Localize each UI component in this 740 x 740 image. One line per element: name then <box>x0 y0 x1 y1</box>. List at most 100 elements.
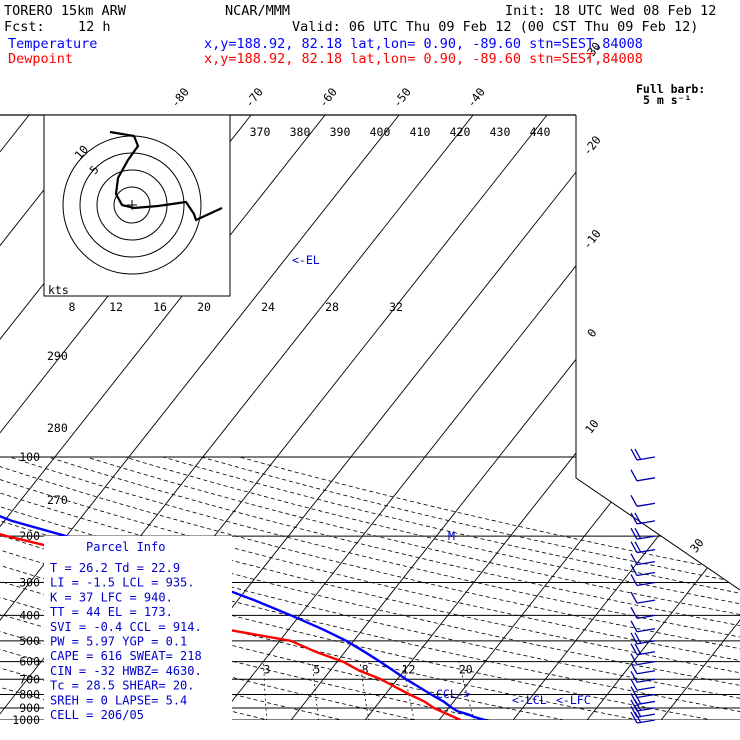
dry-adiabat-line <box>0 456 592 720</box>
wind-barb-flag <box>630 711 638 724</box>
wind-barb <box>636 477 656 482</box>
model-title: TORERO 15km ARW <box>4 3 127 19</box>
isotherm-label: -20 <box>580 133 604 158</box>
wind-barb-flag <box>630 643 638 656</box>
parcel-info-row: PW = 5.97 YGP = 0.1 <box>50 635 187 649</box>
dry-adiabat-line <box>47 456 740 720</box>
mixing-ratio-label: 8 <box>362 662 369 676</box>
wind-barb-flag <box>634 705 642 718</box>
wind-barb-flag <box>630 670 638 683</box>
wind-barb-flag <box>634 711 642 724</box>
theta-e-label: 24 <box>261 300 275 314</box>
wind-barb-flag <box>634 512 642 525</box>
theta-label: 410 <box>410 125 431 139</box>
pressure-tick-label: 700 <box>19 672 40 686</box>
dry-adiabat-line <box>0 456 740 720</box>
theta-label: 440 <box>530 125 551 139</box>
isotherm-line <box>586 115 740 720</box>
wind-barb <box>636 693 656 699</box>
parcel-info-row: SREH = 0 LAPSE= 5.4 <box>50 693 187 707</box>
wind-barb-flag <box>630 564 638 576</box>
pressure-tick-label: 1000 <box>12 713 40 727</box>
dry-adiabat-line <box>201 456 740 720</box>
theta-label: 420 <box>450 125 471 139</box>
wind-barb-flag <box>630 678 638 691</box>
wind-barb-flag <box>634 632 642 645</box>
wind-barb-flag <box>630 620 638 633</box>
mixing-ratio-label: 12 <box>402 662 416 676</box>
el-annotation: <-EL <box>292 253 320 267</box>
theta-label: 390 <box>330 125 351 139</box>
theta-label: 370 <box>250 125 271 139</box>
valid-time: Valid: 06 UTC Thu 09 Feb 12 (00 CST Thu … <box>292 19 698 35</box>
wind-barb <box>636 581 656 587</box>
wind-barb-flag <box>630 469 638 482</box>
isotherm-line <box>0 115 326 720</box>
wind-barb <box>636 686 656 691</box>
mixing-ratio-line <box>263 661 268 720</box>
wind-barb-flag <box>630 527 638 540</box>
theta-label: 270 <box>47 493 68 507</box>
isotherm-line <box>290 115 740 720</box>
mixing-ratio-line <box>359 661 371 720</box>
isotherm-label: -50 <box>390 85 414 110</box>
pressure-tick-label: 400 <box>19 608 40 622</box>
ccl-annotation: CCL-> <box>436 687 471 701</box>
wind-barb-flag <box>630 541 638 553</box>
dry-adiabat-line <box>0 456 740 720</box>
wind-barb <box>636 661 656 666</box>
temperature-location: x,y=188.92, 82.18 lat,lon= 0.90, -89.60 … <box>204 36 643 52</box>
wind-barb-flag <box>630 512 638 525</box>
dewpoint-location: x,y=188.92, 82.18 lat,lon= 0.90, -89.60 … <box>204 51 643 67</box>
wind-barb <box>636 571 656 577</box>
theta-e-label: 20 <box>197 300 211 314</box>
theta-label: 380 <box>290 125 311 139</box>
header: TORERO 15km ARW NCAR/MMM Init: 18 UTC We… <box>4 3 716 67</box>
wind-barb-flag <box>630 553 638 565</box>
wind-barbs <box>630 448 656 724</box>
wind-barb <box>636 678 656 683</box>
barb-legend-title: Full barb: <box>636 82 705 96</box>
parcel-info-title: Parcel Info <box>86 540 165 554</box>
init-time: Init: 18 UTC Wed 08 Feb 12 <box>505 3 716 19</box>
wind-barb-flag <box>634 527 642 540</box>
wind-barb-flag <box>630 662 638 675</box>
isotherm-line <box>0 115 400 720</box>
wind-barb-flag <box>630 607 638 619</box>
isotherm-line <box>364 115 740 720</box>
hodograph-trace <box>109 130 223 222</box>
parcel-info-row: CELL = 206/05 <box>50 708 144 722</box>
theta-label: 280 <box>47 421 68 435</box>
organization: NCAR/MMM <box>225 3 290 19</box>
temperature-profile-line <box>0 456 486 720</box>
mixing-ratio-label: 3 <box>264 662 271 676</box>
wind-barb <box>636 561 656 566</box>
parcel-info-row: T = 26.2 Td = 22.9 <box>50 561 180 575</box>
temperature-legend: Temperature <box>8 36 97 52</box>
isotherm-label: -70 <box>242 85 266 110</box>
wind-barb-flag <box>634 699 642 712</box>
wind-barb-flag <box>630 653 638 665</box>
dry-adiabat-line <box>0 456 442 720</box>
wind-barb <box>636 614 656 619</box>
dry-adiabat-line <box>0 456 667 720</box>
theta-label: 400 <box>370 125 391 139</box>
mixing-ratio-line <box>312 661 320 720</box>
lcl-annotation: <-LCL <box>512 693 547 707</box>
dry-adiabat-line <box>0 456 740 720</box>
wind-barb-flag <box>634 448 642 461</box>
wind-barb-flag <box>630 448 638 461</box>
pressure-tick-label: 900 <box>19 701 40 715</box>
lfc-annotation: <-LFC <box>556 693 591 707</box>
wind-barb <box>636 670 656 675</box>
wind-barb-flag <box>630 632 638 645</box>
isotherm-line <box>0 115 30 720</box>
m-annotation: M <box>448 529 455 543</box>
isotherm-line <box>512 115 740 720</box>
parcel-info-row: TT = 44 EL = 173. <box>50 605 173 619</box>
isotherm-label: 0 <box>584 326 599 340</box>
plot-right-border <box>575 115 740 591</box>
isotherm-label: 10 <box>582 417 602 437</box>
isotherm-label: -80 <box>168 85 192 110</box>
